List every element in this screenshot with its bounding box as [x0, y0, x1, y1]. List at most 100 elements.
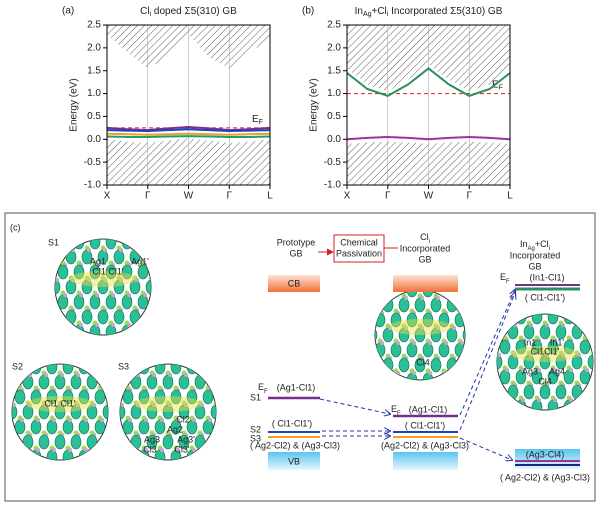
atom [388, 296, 392, 300]
column-head: GB [418, 254, 431, 264]
x-tick-label: Γ [385, 191, 391, 202]
atom [543, 411, 548, 416]
y-tick-label: 0.0 [87, 134, 101, 145]
column-head: GB [289, 248, 302, 258]
atom [138, 295, 148, 309]
atom [561, 323, 565, 327]
atom [55, 308, 59, 312]
atom [39, 278, 43, 282]
atom [458, 369, 463, 374]
atom [12, 373, 16, 377]
x-tick-label: W [184, 191, 194, 202]
atom [171, 360, 181, 374]
fermi-label: EF [252, 113, 263, 125]
atom [577, 413, 581, 417]
atom [452, 386, 456, 390]
atom [149, 336, 154, 341]
atom [482, 384, 487, 389]
atom [139, 420, 149, 434]
atom [572, 325, 582, 339]
atom [222, 446, 227, 451]
atom [138, 265, 148, 279]
atom [420, 296, 424, 300]
atom [484, 310, 494, 324]
atom [84, 448, 88, 452]
atom [76, 373, 80, 377]
atom [179, 375, 189, 389]
atom [404, 386, 408, 390]
atom [7, 375, 17, 389]
atom [58, 265, 68, 279]
valence-band [393, 452, 458, 470]
band-label: CB [288, 278, 301, 288]
atom [431, 358, 441, 372]
atom [100, 448, 104, 452]
atom-label: Cl4 [416, 357, 430, 367]
atom [211, 375, 221, 389]
atom [216, 463, 220, 467]
atom [151, 338, 155, 342]
atom [90, 371, 95, 376]
atom [537, 398, 541, 402]
panel-label: (b) [302, 6, 314, 17]
title-part: Incorporated Σ5(310) GB [388, 6, 502, 17]
atom [372, 356, 376, 360]
atom [31, 360, 41, 374]
atom [548, 400, 558, 414]
atom [106, 325, 116, 339]
atom-label: Ag1' [131, 256, 149, 266]
atom [20, 418, 24, 422]
atom [28, 373, 32, 377]
atom [575, 321, 580, 326]
atom [165, 336, 170, 341]
atom [7, 435, 17, 449]
title-part: +Cl [372, 6, 387, 17]
atom [580, 400, 590, 414]
atom [222, 386, 227, 391]
atom [596, 400, 600, 414]
atom [39, 435, 49, 449]
atom [101, 336, 106, 341]
atom [160, 448, 164, 452]
atom [106, 431, 111, 436]
atom [222, 416, 227, 421]
atom [575, 411, 580, 416]
atom [149, 306, 154, 311]
atom [69, 336, 74, 341]
atom [114, 416, 119, 421]
atom [79, 323, 83, 327]
atom [500, 370, 510, 384]
level-label: (Ag3-Cl4) [526, 449, 565, 459]
y-tick-label: 2.0 [87, 42, 101, 53]
passivation-label: Chemical [340, 237, 378, 247]
atom [55, 338, 59, 342]
atom [203, 420, 213, 434]
atom [36, 448, 40, 452]
atom [106, 371, 111, 376]
level-label: (Ag1-Cl1) [277, 382, 316, 392]
atom [90, 235, 100, 249]
atom [386, 384, 391, 389]
y-axis-label: Energy (eV) [69, 78, 80, 131]
atom [74, 295, 84, 309]
atom [474, 339, 479, 344]
column-head: Prototype [277, 237, 316, 247]
atom [471, 343, 481, 357]
atom [84, 418, 88, 422]
atom [583, 396, 588, 401]
atom [466, 384, 471, 389]
atom [47, 360, 57, 374]
atom-label: Cl1 Cl1' [44, 398, 76, 408]
atom [450, 384, 455, 389]
atom [115, 375, 125, 389]
title-part: Ag [363, 11, 372, 18]
atom [131, 435, 141, 449]
atom [44, 373, 48, 377]
atom [495, 321, 500, 326]
atom [569, 368, 573, 372]
atom [163, 375, 173, 389]
fermi-label: EF [500, 272, 510, 284]
atom [131, 375, 141, 389]
level-label: ( Cl1-Cl1') [525, 292, 565, 302]
